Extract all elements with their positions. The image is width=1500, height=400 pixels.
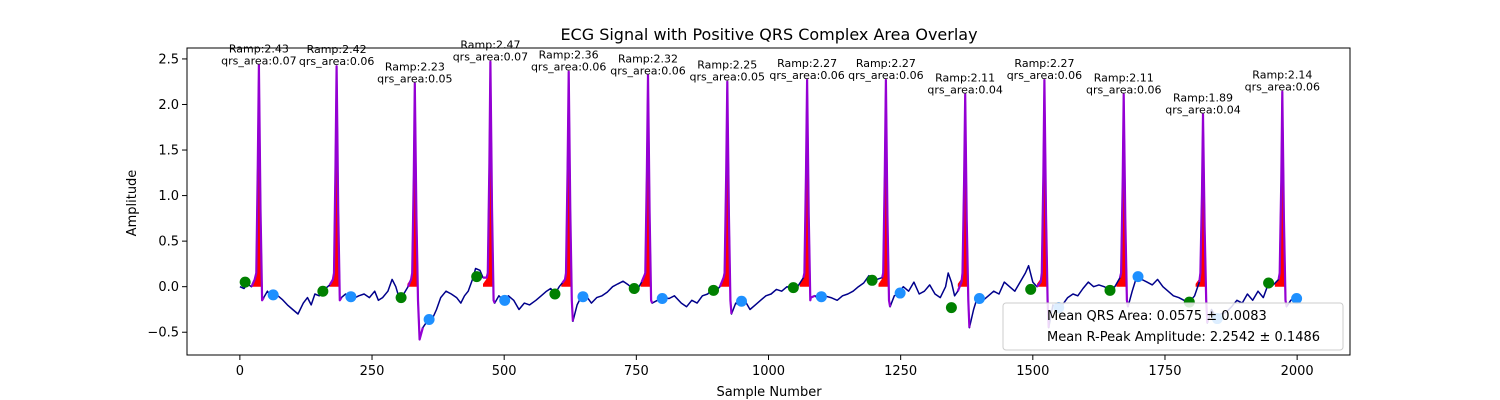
y-tick-label-5: 2.0: [158, 98, 179, 113]
x-axis: 0 250 500 750 1000 1250 1500 1750 2000: [236, 355, 1314, 379]
qrs-offset-marker-2: [345, 291, 357, 303]
qrs-offset-marker-1: [267, 289, 279, 301]
qrs-offset-marker-14: [1291, 293, 1303, 305]
legend-entry-2: Mean R-Peak Amplitude: 2.2542 ± 0.1486: [1047, 330, 1320, 345]
qrs-onset-marker-9: [866, 274, 878, 286]
r-amp-annotation-10: Ramp:2.11: [935, 71, 995, 84]
qrs-area-annotation-10: qrs_area:0.04: [927, 83, 1002, 96]
qrs-offset-marker-8: [815, 291, 827, 303]
qrs-offset-marker-12: [1132, 271, 1144, 283]
chart-title: ECG Signal with Positive QRS Complex Are…: [560, 25, 977, 44]
qrs-offset-marker-4: [499, 294, 511, 306]
qrs-onset-marker-8: [787, 282, 799, 294]
qrs-segment-6: [640, 74, 654, 304]
qrs-area-annotation-6: qrs_area:0.06: [610, 64, 685, 77]
qrs-onset-marker-3: [395, 292, 407, 304]
r-amp-annotation-1: Ramp:2.43: [229, 42, 289, 55]
r-amp-annotation-9: Ramp:2.27: [856, 57, 916, 70]
y-tick-label-1: 0.0: [158, 280, 179, 295]
qrs-onset-marker-1: [239, 276, 251, 288]
r-amp-annotation-7: Ramp:2.25: [697, 59, 757, 72]
legend-entry-1: Mean QRS Area: 0.0575 ± 0.0083: [1047, 309, 1267, 324]
qrs-area-annotation-4: qrs_area:0.07: [453, 51, 528, 64]
qrs-segment-13: [1198, 113, 1209, 324]
qrs-onset-marker-12: [1104, 284, 1116, 296]
x-tick-label-750: 750: [624, 364, 649, 379]
x-tick-label-1750: 1750: [1148, 364, 1181, 379]
r-amp-annotation-14: Ramp:2.14: [1252, 69, 1312, 82]
qrs-area-annotation-3: qrs_area:0.05: [377, 73, 452, 86]
r-amp-annotation-13: Ramp:1.89: [1173, 92, 1233, 105]
qrs-onset-marker-6: [628, 282, 640, 294]
qrs-area-annotation-13: qrs_area:0.04: [1165, 104, 1240, 117]
qrs-segment-4: [483, 60, 496, 304]
qrs-onset-marker-11: [1025, 283, 1037, 295]
x-tick-label-1250: 1250: [884, 364, 917, 379]
y-tick-label-6: 2.5: [158, 52, 179, 67]
qrs-area-annotation-2: qrs_area:0.06: [299, 55, 374, 68]
r-amp-annotation-6: Ramp:2.32: [618, 52, 678, 65]
qrs-segment-12: [1118, 93, 1130, 307]
qrs-area-annotation-9: qrs_area:0.06: [848, 69, 923, 82]
x-tick-label-2000: 2000: [1281, 364, 1314, 379]
qrs-area-annotation-5: qrs_area:0.06: [531, 61, 606, 74]
qrs-segment-2: [328, 65, 343, 302]
r-amp-annotation-3: Ramp:2.23: [385, 61, 445, 74]
qrs-segment-3: [406, 82, 424, 341]
r-amp-annotation-8: Ramp:2.27: [777, 57, 837, 70]
legend-box: [1002, 302, 1344, 351]
qrs-area-annotation-7: qrs_area:0.05: [690, 71, 765, 84]
r-amp-annotation-5: Ramp:2.36: [539, 49, 599, 62]
y-tick-label-4: 1.5: [158, 144, 179, 159]
legend: Mean QRS Area: 0.0575 ± 0.0083 Mean R-Pea…: [1002, 302, 1344, 351]
x-tick-label-500: 500: [492, 364, 517, 379]
qrs-offset-marker-3: [423, 313, 435, 325]
qrs-segment-9: [881, 78, 892, 307]
qrs-onset-marker-2: [317, 285, 329, 297]
r-amp-annotation-11: Ramp:2.27: [1014, 57, 1074, 70]
qrs-onset-marker-5: [549, 288, 561, 300]
qrs-area-annotation-11: qrs_area:0.06: [1007, 69, 1082, 82]
qrs-area-annotation-12: qrs_area:0.06: [1086, 83, 1161, 96]
qrs-offset-marker-5: [577, 291, 589, 303]
plot-frame: [186, 47, 1351, 356]
r-amp-annotation-12: Ramp:2.11: [1094, 71, 1154, 84]
qrs-offset-marker-6: [656, 293, 668, 305]
qrs-segment-11: [1036, 78, 1050, 328]
y-axis: −0.5 0.0 0.5 1.0 1.5 2.0 2.5: [147, 52, 187, 341]
qrs-onset-marker-10: [945, 302, 957, 314]
qrs-onset-marker-4: [471, 271, 483, 283]
y-tick-label-0: −0.5: [147, 326, 179, 341]
qrs-area-annotation-1: qrs_area:0.07: [221, 54, 296, 67]
qrs-onset-marker-14: [1263, 277, 1275, 289]
qrs-area-annotation-8: qrs_area:0.06: [769, 69, 844, 82]
qrs-onset-marker-7: [708, 284, 720, 296]
qrs-segment-5: [561, 70, 574, 322]
y-tick-label-3: 1.0: [158, 189, 179, 204]
qrs-segment-1: [250, 64, 265, 302]
qrs-offset-marker-9: [894, 287, 906, 299]
y-axis-label: Amplitude: [125, 170, 140, 237]
qrs-offset-marker-10: [973, 293, 985, 305]
plot-area: Ramp:2.43qrs_area:0.07Ramp:2.42qrs_area:…: [221, 39, 1320, 341]
x-tick-label-0: 0: [236, 364, 244, 379]
x-tick-label-1000: 1000: [752, 364, 785, 379]
qrs-segment-8: [802, 78, 816, 302]
qrs-segment-14: [1277, 90, 1288, 307]
x-axis-label: Sample Number: [716, 385, 822, 400]
y-tick-label-2: 0.5: [158, 235, 179, 250]
qrs-area-annotation-14: qrs_area:0.06: [1245, 81, 1320, 94]
x-tick-label-1500: 1500: [1016, 364, 1049, 379]
qrs-offset-marker-7: [736, 295, 748, 307]
x-tick-label-250: 250: [360, 364, 385, 379]
qrs-segment-7: [718, 80, 733, 315]
r-amp-annotation-2: Ramp:2.42: [307, 43, 367, 56]
qrs-segment-10: [956, 93, 971, 328]
